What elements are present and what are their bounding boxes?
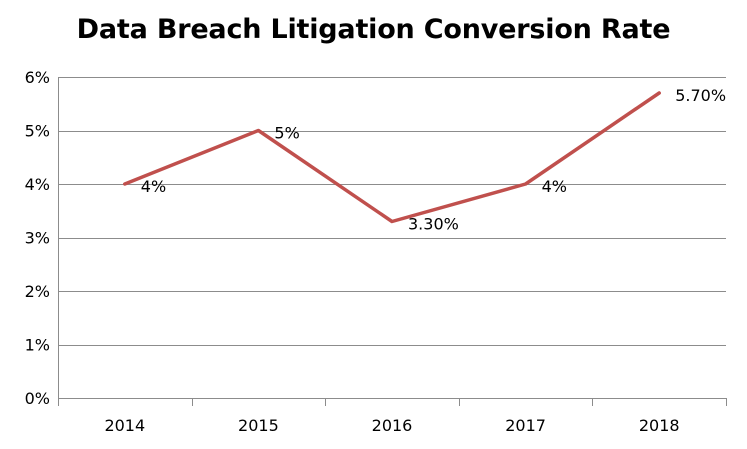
- data-label: 5%: [274, 124, 299, 143]
- y-tick-label: 4%: [25, 175, 50, 194]
- y-tick-label: 5%: [25, 122, 50, 141]
- y-axis-tick-labels: 0% 1% 2% 3% 4% 5% 6%: [25, 68, 50, 408]
- chart-title: Data Breach Litigation Conversion Rate: [76, 14, 671, 45]
- x-tick-label: 2015: [238, 416, 279, 435]
- axes: [58, 77, 727, 406]
- x-tick-label: 2018: [639, 416, 680, 435]
- x-tick-label: 2016: [372, 416, 413, 435]
- y-tick-label: 1%: [25, 336, 50, 355]
- y-tick-label: 6%: [25, 68, 50, 87]
- gridlines: [58, 77, 726, 346]
- x-tick-label: 2014: [104, 416, 145, 435]
- y-tick-label: 3%: [25, 229, 50, 248]
- y-tick-label: 2%: [25, 282, 50, 301]
- data-label: 3.30%: [408, 214, 459, 233]
- y-tick-label: 0%: [25, 389, 50, 408]
- data-labels: 4% 5% 3.30% 4% 5.70%: [141, 86, 726, 233]
- series-layer: [123, 91, 661, 224]
- x-tick-label: 2017: [505, 416, 546, 435]
- data-label: 4%: [141, 177, 166, 196]
- data-label: 5.70%: [675, 86, 726, 105]
- series-line: [123, 91, 661, 224]
- data-label: 4%: [542, 177, 567, 196]
- x-axis-tick-labels: 2014 2015 2016 2017 2018: [104, 416, 679, 435]
